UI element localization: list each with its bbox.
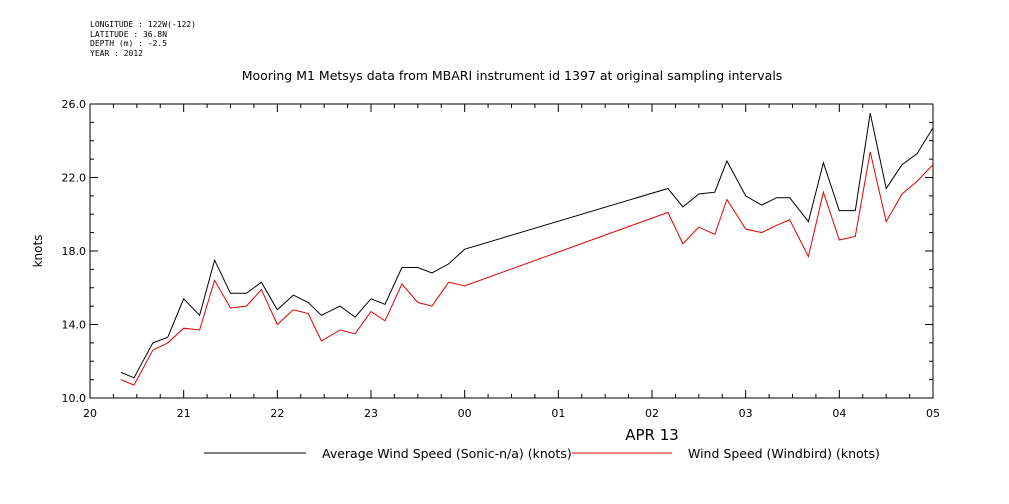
- depth-text: DEPTH (m) : -2.5: [90, 39, 168, 48]
- longitude-text: LONGITUDE : 122W(-122): [90, 20, 196, 29]
- y-axis-label: knots: [31, 235, 45, 268]
- series-line-1: [120, 113, 934, 379]
- y-tick-label: 10.0: [62, 392, 87, 405]
- plot-area: 10.0 14.0 18.0 22.0 26.0 20 21 22 23 00 01 02 03 04 05: [62, 98, 941, 420]
- y-tick-label: 26.0: [62, 98, 87, 111]
- y-tick-label: 14.0: [62, 319, 87, 332]
- legend-label-2: Wind Speed (Windbird) (knots): [688, 446, 880, 461]
- latitude-text: LATITUDE : 36.8N: [90, 29, 168, 39]
- y-tick-label: 22.0: [62, 172, 87, 185]
- x-tick-label: 21: [177, 407, 191, 420]
- x-tick-label: 02: [645, 407, 659, 420]
- plot-frame: [89, 103, 934, 399]
- x-tick-label: 22: [270, 407, 284, 420]
- x-tick-label: 20: [83, 407, 97, 420]
- legend-label-1: Average Wind Speed (Sonic-n/a) (knots): [322, 446, 572, 461]
- y-tick-label: 18.0: [62, 245, 87, 258]
- x-tick-label: 03: [739, 407, 753, 420]
- x-axis-label: APR 13: [625, 426, 679, 444]
- legend: Average Wind Speed (Sonic-n/a) (knots) Wi…: [204, 446, 880, 461]
- x-tick-label: 04: [832, 407, 846, 420]
- series-line-2: [120, 151, 934, 386]
- x-tick-label: 00: [458, 407, 472, 420]
- chart-title: Mooring M1 Metsys data from MBARI instru…: [242, 68, 783, 83]
- x-tick-label: 23: [364, 407, 378, 420]
- x-tick-label: 05: [926, 407, 940, 420]
- year-text: YEAR : 2012: [90, 48, 143, 58]
- x-tick-label: 01: [551, 407, 565, 420]
- metadata-block: LONGITUDE : 122W(-122) LATITUDE : 36.8N …: [90, 20, 196, 58]
